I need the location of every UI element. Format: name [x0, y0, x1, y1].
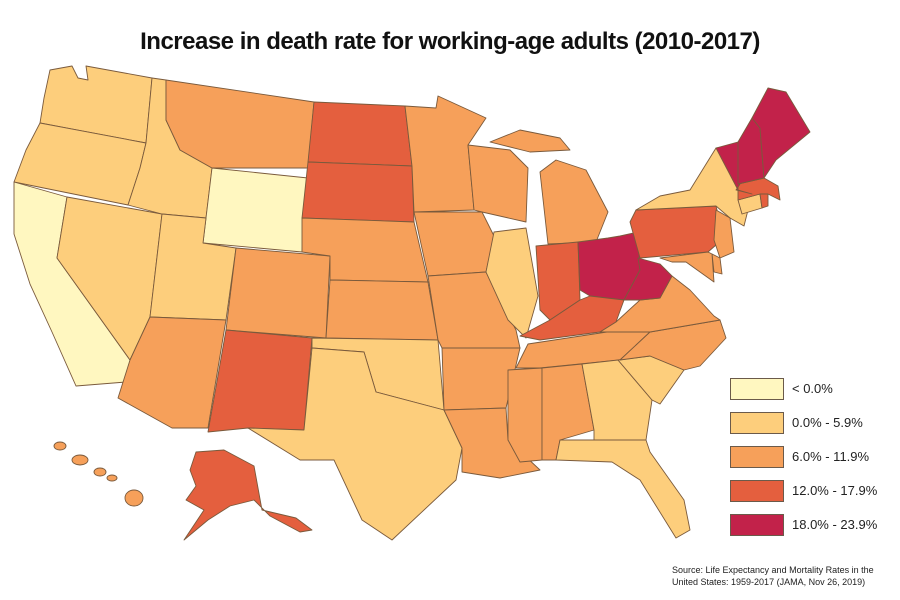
state-ms	[507, 367, 543, 463]
state-hi	[53, 441, 144, 507]
state-ks	[325, 279, 439, 341]
state-ia	[413, 211, 495, 277]
legend-item: 0.0% - 5.9%	[730, 412, 900, 436]
state-fl	[555, 439, 691, 539]
state-ma	[737, 177, 781, 201]
legend-swatch	[730, 378, 784, 400]
state-md	[659, 251, 715, 283]
legend-label: 12.0% - 17.9%	[792, 483, 878, 498]
state-la	[443, 407, 541, 479]
source-note: Source: Life Expectancy and Mortality Ra…	[672, 564, 894, 588]
state-co	[225, 247, 331, 339]
state-sd	[301, 161, 415, 223]
legend-label: 6.0% - 11.9%	[792, 449, 870, 464]
legend-swatch	[730, 480, 784, 502]
state-nd	[307, 101, 413, 167]
state-wy	[202, 167, 309, 253]
legend-item: 6.0% - 11.9%	[730, 446, 900, 470]
legend-label: 0.0% - 5.9%	[792, 415, 863, 430]
state-ak	[183, 449, 313, 541]
state-il	[485, 227, 539, 339]
state-nm	[207, 329, 313, 433]
state-wa	[39, 65, 153, 144]
legend-item: 18.0% - 23.9%	[730, 514, 900, 538]
state-mi-up	[489, 129, 571, 153]
state-de	[711, 253, 723, 275]
state-va	[599, 275, 721, 333]
state-wv	[623, 257, 673, 301]
legend-label: < 0.0%	[792, 381, 833, 396]
state-me	[751, 87, 811, 179]
legend-label: 18.0% - 23.9%	[792, 517, 878, 532]
source-line: Source: Life Expectancy and Mortality Ra…	[672, 565, 874, 575]
legend-swatch	[730, 514, 784, 536]
source-line: United States: 1959-2017 (JAMA, Nov 26, …	[672, 577, 866, 587]
legend-swatch	[730, 446, 784, 468]
state-tx	[247, 347, 463, 541]
state-nj	[713, 209, 735, 259]
legend-item: 12.0% - 17.9%	[730, 480, 900, 504]
state-mt	[165, 79, 315, 169]
state-mi	[539, 159, 609, 245]
map-title: Increase in death rate for working-age a…	[140, 28, 760, 55]
legend-item: < 0.0%	[730, 378, 900, 402]
legend-swatch	[730, 412, 784, 434]
state-pa	[629, 205, 725, 259]
state-wi	[467, 144, 529, 223]
state-az	[117, 316, 227, 429]
